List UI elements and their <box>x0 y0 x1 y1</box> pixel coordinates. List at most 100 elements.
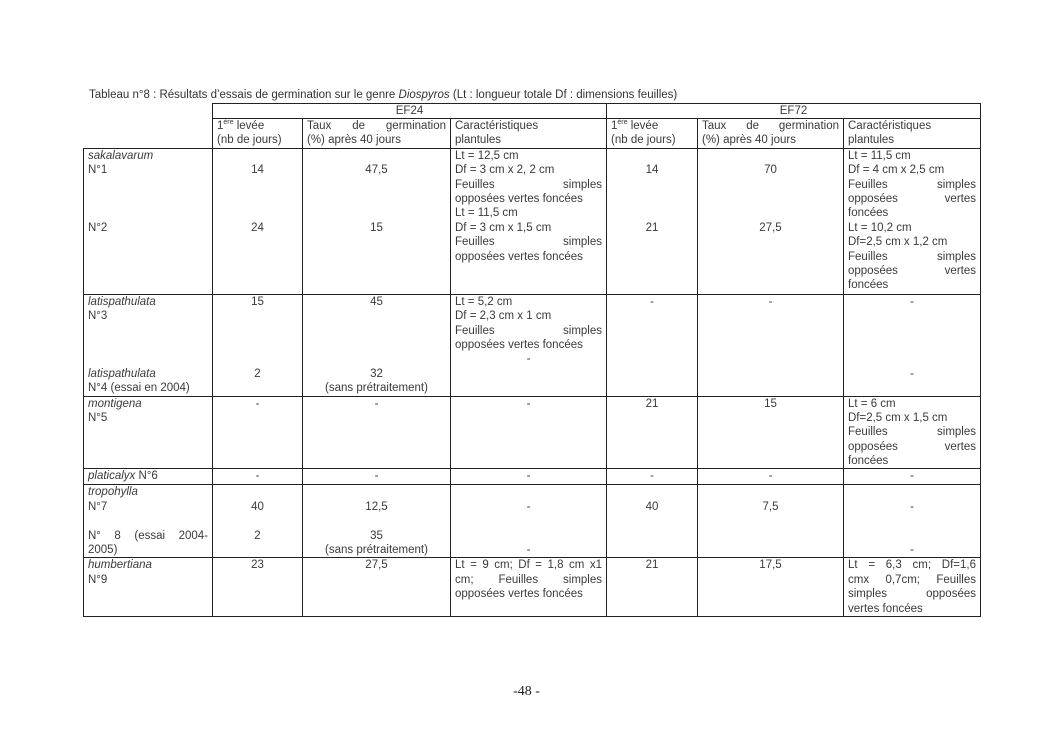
cell-line <box>307 514 446 528</box>
cell-line: - <box>650 295 654 308</box>
cell-line: - <box>526 353 531 366</box>
cell-line: - <box>255 397 260 410</box>
cell-line: 2 <box>254 529 261 542</box>
cell-line: - <box>910 500 914 513</box>
first-emergence-cell: - <box>212 395 303 470</box>
table-row: tropohylla N°7 N° 8 (essai 2004- 2005) 40 … <box>83 484 981 559</box>
first-emergence-cell: 21 <box>606 557 698 617</box>
cell-line: 17,5 <box>759 559 782 572</box>
cell-line: Lt = 10,2 cm <box>848 221 912 234</box>
cell-line: N°4 (essai en 2004) <box>88 382 190 395</box>
characteristics-cell: Lt = 12,5 cm Df = 3 cm x 2, 2 cm Feuilles … <box>450 147 607 295</box>
empty-corner <box>84 119 213 149</box>
cell-line <box>848 309 976 323</box>
header-line: plantules <box>848 134 895 147</box>
cell-line: Df = 3 cm x 1,5 cm <box>455 221 552 234</box>
cell-line: 15 <box>764 397 777 410</box>
cell-line <box>217 514 298 528</box>
cell-line: Lt = 6 cm <box>848 397 896 410</box>
cell-line: - <box>768 470 773 483</box>
cell-line: 35 <box>370 529 383 542</box>
species-cell: sakalavarum N°1 N°2 <box>83 147 213 295</box>
header-seedling-characteristics: Caractéristiques plantules <box>450 118 607 149</box>
cell-line: Feuilles simples <box>848 250 976 263</box>
cell-line: 21 <box>645 397 659 410</box>
cell-line: Lt = 12,5 cm <box>455 149 519 162</box>
cell-line <box>611 486 693 500</box>
cell-line <box>307 338 446 352</box>
cell-line <box>307 192 446 206</box>
table-row: latispathulata N°3 latispathulata N°4 (ess… <box>83 293 981 397</box>
cell-line: 21 <box>645 221 659 234</box>
header-first-emergence: 1ère levée (nb de jours) <box>606 118 698 149</box>
header-line: Taux de germination <box>307 120 446 132</box>
characteristics-cell: - <box>843 468 981 486</box>
first-emergence-cell: 14 24 <box>212 147 303 295</box>
cell-line: Feuilles simples <box>848 178 976 191</box>
cell-line <box>848 324 976 338</box>
cell-line: opposées vertes <box>848 440 976 453</box>
cell-line <box>217 206 298 220</box>
table-row: montigena N°5 - - - 21 15 Lt = 6 cm Df=2,5 cm x … <box>83 395 981 470</box>
cell-line: - <box>768 295 773 308</box>
germination-rate-cell: 47,5 15 <box>302 147 451 295</box>
cell-line <box>88 278 208 292</box>
species-cell: humbertiana N°9 <box>83 557 213 617</box>
germination-rate-cell: 15 <box>697 395 844 470</box>
cell-line <box>702 192 839 206</box>
cell-line: N°5 <box>88 411 108 424</box>
germination-rate-cell: 45 32 (sans prétraitement) <box>302 293 451 397</box>
cell-line: Df = 2,3 cm x 1 cm <box>455 310 552 323</box>
species-cell: platicalyx N°6 <box>83 468 213 486</box>
germination-rate-cell: 27,5 <box>302 557 451 617</box>
cell-line: Lt = 9 cm; Df = 1,8 cm x1 <box>455 559 602 572</box>
cell-line: 12,5 <box>365 500 388 513</box>
cell-line <box>88 352 208 366</box>
cell-line <box>307 149 446 163</box>
species-name: tropohylla <box>88 486 138 499</box>
header-line: Taux de germination <box>702 120 839 132</box>
cell-line: N°3 <box>88 310 108 323</box>
table-row: sakalavarum N°1 N°2 14 24 47,5 15 Lt = 12,… <box>83 147 981 295</box>
cell-line <box>88 250 208 264</box>
cell-line: Feuilles simples <box>455 178 602 191</box>
cell-line <box>217 338 298 352</box>
cell-line <box>217 149 298 163</box>
table-caption: Tableau n°8 : Résultats d’essais de germ… <box>89 89 678 101</box>
cell-line: - <box>910 544 914 557</box>
cell-line <box>217 324 298 338</box>
header-line: (%) après 40 jours <box>307 134 401 147</box>
first-emergence-cell: - <box>212 468 303 486</box>
germination-rate-cell: - <box>697 468 844 486</box>
species-name: latispathulata <box>88 295 156 308</box>
species-name: platicalyx <box>88 470 136 483</box>
cell-line: Df=2,5 cm x 1,2 cm <box>848 236 948 249</box>
cell-line: 21 <box>645 559 659 572</box>
cell-line <box>702 178 839 192</box>
cell-line <box>88 264 208 278</box>
cell-line: - <box>910 470 914 483</box>
cell-line: N°2 <box>88 221 108 234</box>
cell-line <box>88 324 208 338</box>
cell-line: opposées vertes <box>848 192 976 205</box>
cell-line: 2005) <box>88 544 118 557</box>
column-header-row: 1ère levée (nb de jours) Taux de germinati… <box>84 118 981 149</box>
cell-line <box>307 486 446 500</box>
cell-line <box>88 192 208 206</box>
cell-line: opposées vertes foncées <box>455 338 583 351</box>
cell-line: (sans prétraitement) <box>325 544 428 557</box>
germination-rate-cell: 17,5 <box>697 557 844 617</box>
cell-line: Lt = 11,5 cm <box>848 149 911 162</box>
cell-line <box>307 352 446 366</box>
cell-line: sakalavarum <box>88 149 208 163</box>
cell-line <box>455 486 602 500</box>
germination-rate-cell: 12,5 35 (sans prétraitement) <box>302 484 451 559</box>
cell-line: - <box>526 397 531 410</box>
first-emergence-cell: 15 2 <box>212 293 303 397</box>
cell-line <box>307 324 446 338</box>
group-header-ef24: EF24 <box>212 103 607 119</box>
cell-line: Feuilles simples <box>848 426 976 439</box>
first-emergence-cell: 23 <box>212 557 303 617</box>
cell-line <box>702 486 839 500</box>
cell-line: 40 <box>251 500 264 513</box>
